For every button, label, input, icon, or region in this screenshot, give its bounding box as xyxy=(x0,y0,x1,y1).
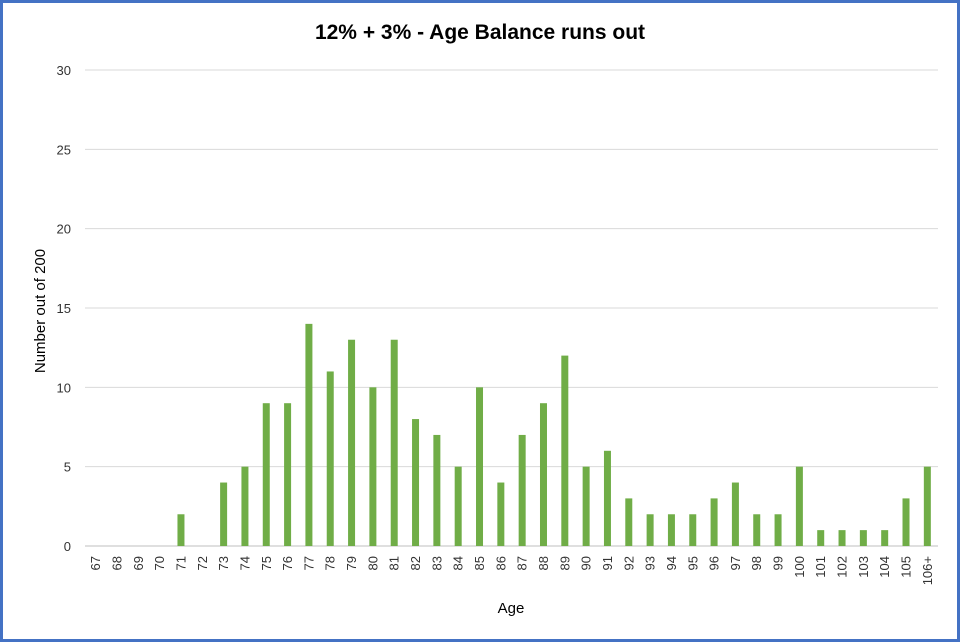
x-tick-label: 96 xyxy=(707,556,722,570)
y-axis-ticks: 0 5 10 15 20 25 30 xyxy=(57,63,71,554)
x-tick-label: 90 xyxy=(579,556,594,570)
bar-79 xyxy=(348,339,356,546)
x-tick-label: 77 xyxy=(301,556,316,570)
x-tick-label: 78 xyxy=(323,556,338,570)
y-tick-label: 25 xyxy=(57,142,71,157)
x-tick-label: 76 xyxy=(280,556,295,570)
x-tick-label: 92 xyxy=(621,556,636,570)
bar-91 xyxy=(603,450,611,546)
x-tick-label: 80 xyxy=(365,556,380,570)
bar-71 xyxy=(177,514,185,546)
bar-73 xyxy=(220,482,228,546)
bar-105 xyxy=(902,498,910,546)
y-tick-label: 30 xyxy=(57,63,71,78)
x-tick-label: 95 xyxy=(685,556,700,570)
x-tick-label: 105 xyxy=(899,556,914,578)
x-tick-label: 106+ xyxy=(920,556,935,585)
x-tick-label: 73 xyxy=(216,556,231,570)
bar-102 xyxy=(838,530,846,546)
bar-78 xyxy=(326,371,334,546)
x-axis-label: Age xyxy=(498,600,525,617)
bar-83 xyxy=(433,434,441,546)
x-tick-label: 71 xyxy=(173,556,188,570)
bar-99 xyxy=(774,514,782,546)
x-tick-label: 104 xyxy=(877,556,892,578)
x-tick-label: 72 xyxy=(195,556,210,570)
bar-81 xyxy=(390,339,398,546)
gridlines xyxy=(85,69,938,547)
bars xyxy=(177,323,931,546)
x-tick-label: 79 xyxy=(344,556,359,570)
x-tick-label: 68 xyxy=(109,556,124,570)
bar-89 xyxy=(561,355,569,546)
bar-98 xyxy=(753,514,761,546)
y-tick-label: 0 xyxy=(64,539,71,554)
bar-76 xyxy=(284,403,292,546)
x-tick-label: 75 xyxy=(259,556,274,570)
x-tick-label: 101 xyxy=(813,556,828,578)
y-tick-label: 20 xyxy=(57,222,71,237)
bar-86 xyxy=(497,482,505,546)
bar-84 xyxy=(454,466,462,546)
x-tick-label: 89 xyxy=(557,556,572,570)
bar-75 xyxy=(262,403,270,546)
x-tick-label: 100 xyxy=(792,556,807,578)
x-tick-label: 93 xyxy=(643,556,658,570)
y-axis-label: Number out of 200 xyxy=(32,249,49,373)
bar-101 xyxy=(817,530,825,546)
bar-104 xyxy=(881,530,889,546)
x-tick-label: 86 xyxy=(493,556,508,570)
bar-88 xyxy=(539,403,547,546)
bar-97 xyxy=(731,482,739,546)
bar-103 xyxy=(859,530,867,546)
x-tick-label: 97 xyxy=(728,556,743,570)
x-tick-label: 91 xyxy=(600,556,615,570)
y-tick-label: 10 xyxy=(57,380,71,395)
x-tick-label: 85 xyxy=(472,556,487,570)
x-tick-label: 69 xyxy=(131,556,146,570)
bar-94 xyxy=(667,514,675,546)
x-tick-label: 99 xyxy=(771,556,786,570)
x-tick-label: 88 xyxy=(536,556,551,570)
x-tick-label: 82 xyxy=(408,556,423,570)
chart-title: 12% + 3% - Age Balance runs out xyxy=(314,21,646,44)
bar-90 xyxy=(582,466,590,546)
bar-74 xyxy=(241,466,249,546)
x-tick-label: 102 xyxy=(835,556,850,578)
x-tick-label: 98 xyxy=(749,556,764,570)
x-tick-label: 87 xyxy=(515,556,530,570)
x-tick-label: 81 xyxy=(387,556,402,570)
y-tick-label: 15 xyxy=(57,301,71,316)
bar-96 xyxy=(710,498,718,546)
bar-77 xyxy=(305,323,313,546)
bar-106+ xyxy=(923,466,931,546)
x-tick-label: 103 xyxy=(856,556,871,578)
x-tick-label: 94 xyxy=(664,556,679,570)
bar-93 xyxy=(646,514,654,546)
x-tick-label: 70 xyxy=(152,556,167,570)
bar-82 xyxy=(412,419,420,546)
x-tick-label: 67 xyxy=(88,556,103,570)
x-tick-label: 74 xyxy=(237,556,252,570)
bar-95 xyxy=(689,514,697,546)
x-tick-label: 84 xyxy=(451,556,466,570)
x-tick-label: 83 xyxy=(429,556,444,570)
bar-100 xyxy=(795,466,803,546)
bar-87 xyxy=(518,434,526,546)
bar-80 xyxy=(369,387,377,546)
y-tick-label: 5 xyxy=(64,460,71,475)
bar-85 xyxy=(476,387,484,546)
bar-92 xyxy=(625,498,633,546)
x-axis-ticks: 67 68 69 70 71 72 73 74 75 76 77 78 79 80 81 82 83 84 85 86… xyxy=(88,556,935,585)
bar-chart: 0 5 10 15 20 25 30 67 68 69 70 71 72 73 74 75 76 77 78 79 8… xyxy=(32,63,938,617)
